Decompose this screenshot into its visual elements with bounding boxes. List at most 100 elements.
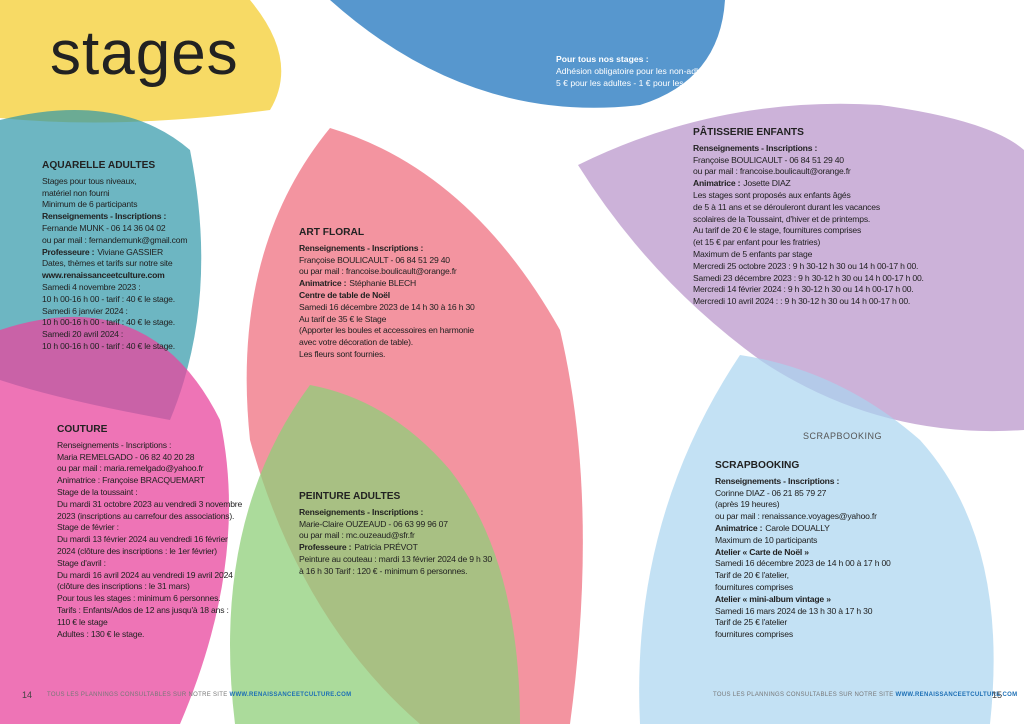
text-line: Maria REMELGADO - 06 82 40 20 28 xyxy=(57,451,195,462)
text-line: Dates, thèmes et tarifs sur notre site xyxy=(42,258,173,269)
text-line: Stage de la toussaint : xyxy=(57,486,138,497)
page-number: 14 xyxy=(22,690,33,700)
text-line: 2024 (clôture des inscriptions : le 1er … xyxy=(57,545,217,556)
text-line: 10 h 00-16 h 00 - tarif : 40 € le stage. xyxy=(42,293,175,304)
text-line: Samedi 4 novembre 2023 : xyxy=(42,281,141,292)
text-line: Peinture au couteau : mardi 13 février 2… xyxy=(299,553,492,564)
section-title: COUTURE xyxy=(57,424,108,435)
purple-leaf xyxy=(578,103,1024,432)
text-line: (et 15 € par enfant pour les fratries) xyxy=(693,237,821,248)
text-line: Mercredi 10 avril 2024 : : 9 h 30-12 h 3… xyxy=(693,296,911,307)
text-line: 10 h 00-16 h 00 - tarif : 40 € le stage. xyxy=(42,317,175,328)
text-line: Samedi 16 décembre 2023 de 14 h 30 à 16 … xyxy=(299,301,475,312)
bold-label: Animatrice : xyxy=(715,522,763,533)
bold-label: Atelier « Carte de Noël » xyxy=(715,546,809,557)
section: COUTURE Renseignements - Inscriptions : Ma… xyxy=(57,424,242,640)
text-line: ou par mail : fernandemunk@gmail.com xyxy=(42,234,188,245)
text-line: Françoise BOULICAULT - 06 84 51 29 40 xyxy=(299,254,450,265)
bold-label: Renseignements - Inscriptions : xyxy=(715,475,840,486)
text-line: Françoise BOULICAULT - 06 84 51 29 40 xyxy=(693,154,844,165)
text-line: Samedi 16 décembre 2023 de 14 h 00 à 17 … xyxy=(715,558,891,569)
text-line: Maximum de 10 participants xyxy=(715,534,818,545)
text-line: Renseignements - Inscriptions : xyxy=(715,476,891,488)
text-line: Stage d'avril : xyxy=(57,557,106,568)
bold-label: Professeure : xyxy=(42,246,95,257)
text-line: Samedi 20 avril 2024 : xyxy=(42,329,124,340)
text-line: de 5 à 11 ans et se dérouleront durant l… xyxy=(693,201,880,212)
text-line: Minimum de 6 participants xyxy=(42,199,138,210)
text-line: Renseignements - Inscriptions : xyxy=(693,143,924,155)
section: PEINTURE ADULTES Renseignements - Inscrip… xyxy=(299,491,492,578)
text-line: avec votre décoration de table). xyxy=(299,337,413,348)
text-line: Samedi 23 décembre 2023 : 9 h 30-12 h 30… xyxy=(693,272,924,283)
yellow-leaf xyxy=(0,0,282,123)
text-line: Professeure : Viviane GASSIER xyxy=(42,247,187,259)
bold-label: Atelier « mini-album vintage » xyxy=(715,593,831,604)
text-line: Corinne DIAZ - 06 21 85 79 27 xyxy=(715,487,827,498)
line-text: Stéphanie BLECH xyxy=(349,278,417,289)
section-title: PÂTISSERIE ENFANTS xyxy=(693,127,804,138)
text-line: Atelier « Carte de Noël » xyxy=(715,547,891,559)
text-line: (Apporter les boules et accessoires en h… xyxy=(299,325,474,336)
text-line: www.renaissanceetculture.com xyxy=(42,270,187,282)
text-line: ou par mail : francoise.boulicault@orang… xyxy=(693,166,851,177)
section-tag: SCRAPBOOKING xyxy=(803,431,883,441)
text-line: 2023 (inscriptions au carrefour des asso… xyxy=(57,510,235,521)
notice-line: Adhésion obligatoire pour les non-adhére… xyxy=(556,66,730,76)
text-line: (clôture des inscriptions : le 31 mars) xyxy=(57,581,190,592)
section: SCRAPBOOKING Renseignements - Inscription… xyxy=(715,460,891,641)
bold-label: Renseignements - Inscriptions : xyxy=(299,506,424,517)
text-line: Samedi 6 janvier 2024 : xyxy=(42,305,128,316)
text-line: Mercredi 25 octobre 2023 : 9 h 30-12 h 3… xyxy=(693,260,919,271)
text-line: Animatrice : Josette DIAZ xyxy=(693,178,924,190)
text-line: Marie-Claire OUZEAUD - 06 63 99 96 07 xyxy=(299,518,448,529)
text-line: ou par mail : francoise.boulicault@orang… xyxy=(299,266,457,277)
line-text: Viviane GASSIER xyxy=(97,246,163,257)
text-line: Tarifs : Enfants/Ados de 12 ans jusqu'à … xyxy=(57,604,229,615)
line-text: Patricia PRÉVOT xyxy=(354,542,418,553)
text-line: Animatrice : Stéphanie BLECH xyxy=(299,278,475,290)
text-line: Du mardi 16 avril 2024 au vendredi 19 av… xyxy=(57,569,233,580)
section-title: SCRAPBOOKING xyxy=(715,460,800,471)
page-title: stages xyxy=(50,19,239,88)
line-text: Carole DOUALLY xyxy=(765,522,830,533)
bold-label: Animatrice : xyxy=(299,278,347,289)
text-line: Stage de février : xyxy=(57,522,119,533)
bold-label: www.renaissanceetculture.com xyxy=(42,270,165,281)
bold-label: Professeure : xyxy=(299,542,352,553)
text-line: Mercredi 14 février 2024 : 9 h 30-12 h 3… xyxy=(693,284,914,295)
text-line: Maximum de 5 enfants par stage xyxy=(693,248,813,259)
text-line: Centre de table de Noël xyxy=(299,290,475,302)
text-line: Tarif de 20 € l'atelier, xyxy=(715,570,789,581)
section: ART FLORAL Renseignements - Inscriptions … xyxy=(299,227,475,361)
text-line: Du mardi 31 octobre 2023 au vendredi 3 n… xyxy=(57,498,243,509)
text-line: ou par mail : mc.ouzeaud@sfr.fr xyxy=(299,530,415,541)
text-line: Stages pour tous niveaux, xyxy=(42,175,137,186)
bold-label: Centre de table de Noël xyxy=(299,289,390,300)
text-line: fournitures comprises xyxy=(715,581,793,592)
text-line: Renseignements - Inscriptions : xyxy=(57,439,172,450)
text-line: ou par mail : renaissance.voyages@yahoo.… xyxy=(715,511,877,522)
text-line: matériel non fourni xyxy=(42,187,110,198)
text-line: à 16 h 30 Tarif : 120 € - minimum 6 pers… xyxy=(299,565,468,576)
blue-leaf xyxy=(330,0,725,108)
section-title: ART FLORAL xyxy=(299,227,365,238)
text-line: 10 h 00-16 h 00 - tarif : 40 € le stage. xyxy=(42,340,175,351)
text-line: scolaires de la Toussaint, d'hiver et de… xyxy=(693,213,871,224)
notice: Pour tous nos stages : Adhésion obligato… xyxy=(556,53,729,89)
text-line: ou par mail : maria.remelgado@yahoo.fr xyxy=(57,463,204,474)
text-line: Pour tous les stages : minimum 6 personn… xyxy=(57,593,221,604)
text-line: Renseignements - Inscriptions : xyxy=(42,211,187,223)
footer-site: WWW.RENAISSANCEETCULTURE.COM xyxy=(895,692,1018,698)
text-line: Atelier « mini-album vintage » xyxy=(715,594,891,606)
section: AQUARELLE ADULTES Stages pour tous niveau… xyxy=(42,160,188,353)
text-line: Animatrice : Carole DOUALLY xyxy=(715,523,891,535)
footer: TOUS LES PLANNINGS CONSULTABLES SUR NOTR… xyxy=(47,692,351,698)
text-line: Au tarif de 35 € le Stage xyxy=(299,313,387,324)
notice-line: 5 € pour les adultes - 1 € pour les enfa… xyxy=(556,78,715,88)
section: PÂTISSERIE ENFANTS Renseignements - Inscr… xyxy=(693,127,924,308)
bold-label: Renseignements - Inscriptions : xyxy=(693,142,818,153)
footer-note: TOUS LES PLANNINGS CONSULTABLES SUR NOTR… xyxy=(47,692,228,698)
